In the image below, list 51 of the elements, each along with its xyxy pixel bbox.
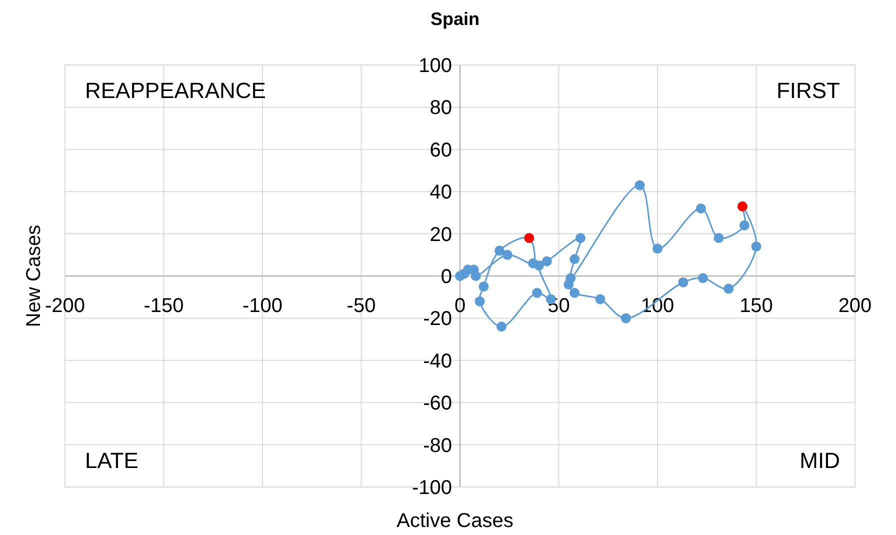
point: [714, 233, 724, 244]
point: [524, 233, 534, 244]
y-tick-label: -100: [412, 477, 452, 499]
point: [532, 288, 542, 298]
point: [620, 313, 631, 324]
chart-title: Spain: [430, 9, 480, 29]
point: [724, 284, 734, 294]
x-tick-label: 0: [454, 295, 466, 317]
point: [634, 180, 645, 190]
point: [496, 322, 506, 332]
y-tick-label: -20: [423, 308, 452, 330]
x-tick-label: 200: [838, 295, 872, 317]
annotation: LATE: [85, 448, 138, 473]
point: [494, 246, 504, 256]
point: [751, 241, 762, 252]
point: [534, 260, 544, 270]
y-tick-label: -80: [423, 434, 452, 457]
y-tick-label: -60: [423, 392, 452, 415]
point: [652, 244, 662, 254]
point: [678, 277, 688, 288]
point: [698, 273, 708, 284]
y-axis-title: New Cases: [23, 224, 45, 328]
y-tick-label: 40: [430, 182, 452, 204]
point: [570, 254, 580, 264]
annotation: REAPPEARANCE: [85, 78, 266, 103]
point: [564, 279, 574, 290]
annotation: FIRST: [776, 78, 840, 103]
point: [470, 271, 481, 281]
point: [575, 233, 586, 244]
point: [595, 294, 606, 304]
point: [570, 288, 580, 298]
point: [542, 256, 552, 266]
point: [502, 250, 512, 260]
y-tick-label: -40: [423, 350, 452, 372]
y-tick-label: 0: [440, 266, 452, 288]
y-tick-label: 100: [418, 55, 452, 77]
point: [737, 201, 748, 212]
x-tick-label: 150: [740, 295, 773, 317]
x-tick-label: -50: [346, 295, 376, 317]
x-tick-label: -150: [144, 295, 184, 317]
y-tick-label: 80: [430, 97, 452, 120]
x-tick-label: -100: [242, 295, 283, 317]
y-tick-label: 60: [430, 139, 452, 162]
point: [478, 282, 489, 292]
point: [696, 203, 706, 214]
y-tick-label: 20: [430, 224, 452, 246]
point: [474, 296, 485, 306]
annotation: MID: [800, 448, 840, 473]
x-axis-title: Active Cases: [396, 510, 514, 532]
x-tick-label: -200: [44, 295, 86, 317]
point: [739, 220, 750, 230]
